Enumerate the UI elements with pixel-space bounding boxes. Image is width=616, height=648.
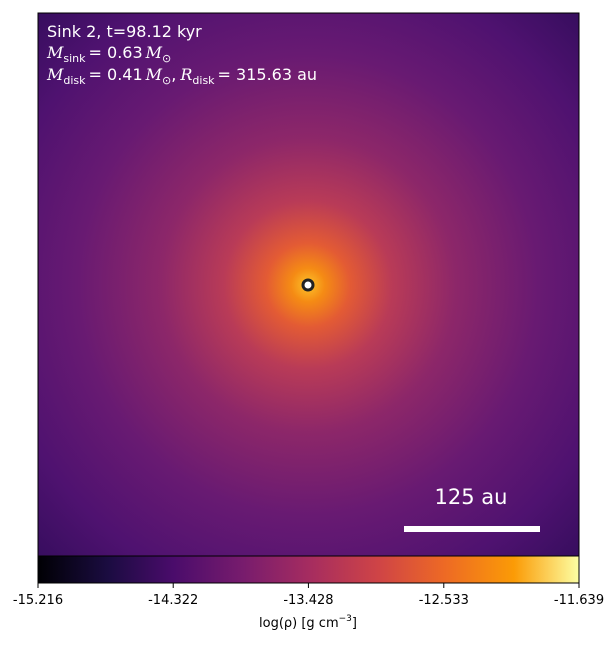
colorbar-tick-label: -11.639 [554, 593, 604, 608]
colorbar-ticks: -15.216 -14.322 -13.428 -12.533 -11.639 [13, 583, 604, 608]
sink-marker [301, 278, 315, 292]
annotation-disk: Mdisk = 0.41 M⊙, Rdisk = 315.63 au [46, 65, 317, 87]
scale-bar-label: 125 au [435, 485, 508, 509]
scale-bar [404, 526, 540, 532]
colorbar-tick-label: -12.533 [419, 593, 469, 608]
annotation-mass: Msink = 0.63 M⊙ [46, 43, 171, 65]
colorbar [37, 555, 580, 584]
colorbar-tick-label: -14.322 [148, 593, 198, 608]
colorbar-tick-label: -13.428 [283, 593, 333, 608]
annotation-title: Sink 2, t=98.12 kyr [47, 22, 202, 41]
colorbar-tick-label: -15.216 [13, 593, 63, 608]
colorbar-label: log(ρ) [g cm−3] [259, 614, 357, 631]
